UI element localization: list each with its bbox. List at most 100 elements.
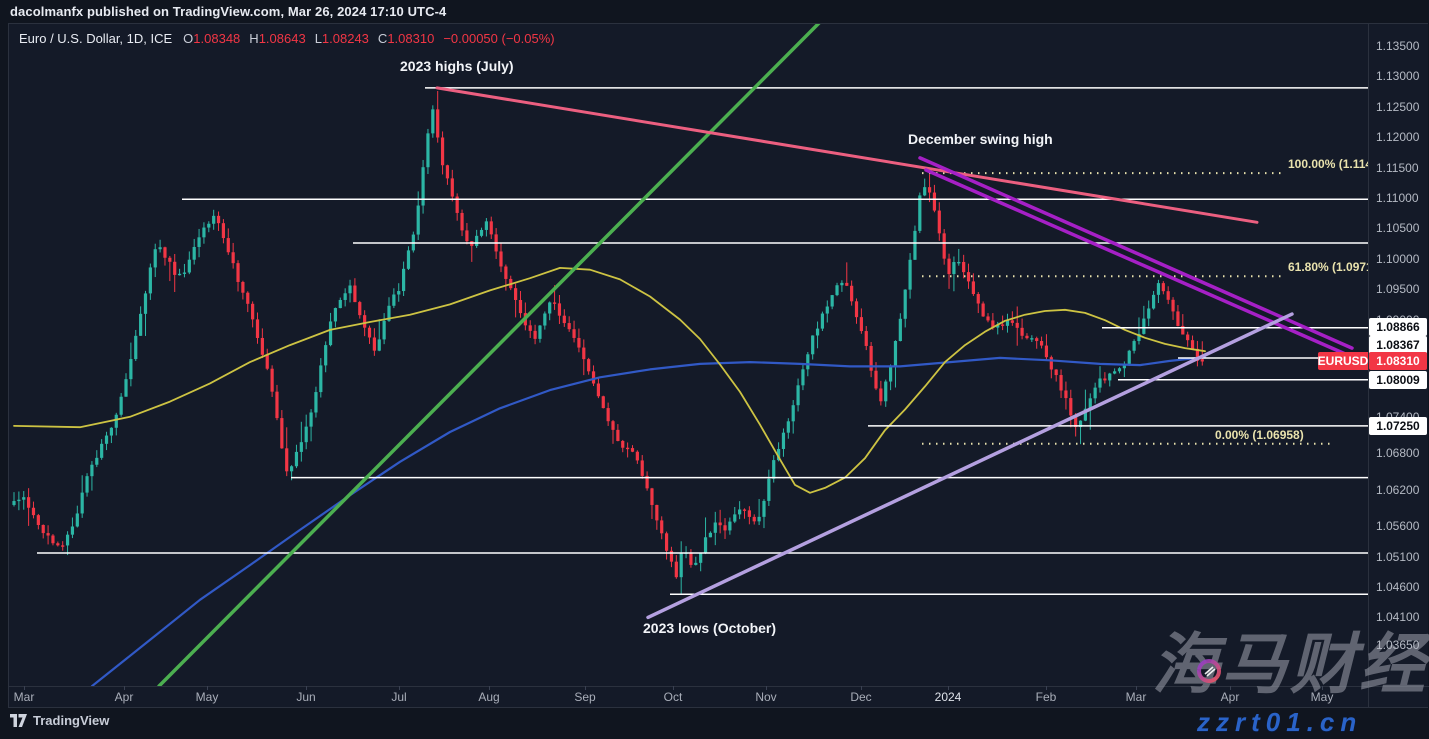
candle-body	[762, 500, 766, 517]
time-axis-tick-mark	[673, 686, 674, 690]
time-axis-tick-mark	[306, 686, 307, 690]
candle-body	[70, 526, 75, 535]
candle-body	[893, 340, 898, 366]
price-axis-tick: 1.13500	[1376, 39, 1420, 53]
candle-body	[61, 545, 65, 547]
candle-body	[879, 388, 883, 402]
candle-body	[942, 233, 946, 259]
candle-body	[392, 294, 396, 306]
candle-body	[479, 229, 484, 236]
candle-body	[153, 249, 157, 268]
time-axis-tick-mark	[1046, 686, 1047, 690]
candle-body	[95, 457, 99, 465]
time-axis-label: Jun	[296, 690, 316, 704]
time-axis-label: Apr	[114, 690, 134, 704]
candle-body	[1117, 368, 1122, 372]
candle-body	[80, 492, 84, 514]
candle-body	[718, 522, 722, 526]
level-price-label: 1.08367	[1369, 336, 1427, 354]
candle-body	[1083, 408, 1087, 421]
candle-body	[324, 345, 328, 366]
candle-body	[1064, 390, 1068, 399]
candle-body	[104, 435, 109, 444]
candle-body	[1088, 398, 1092, 409]
candle-body	[246, 292, 250, 304]
candle-body	[158, 247, 162, 250]
ascending-lavender-trendline[interactable]	[646, 312, 1294, 620]
candle-body	[192, 246, 196, 260]
candle-body	[363, 315, 367, 328]
candle-body	[538, 325, 542, 339]
candle-body	[952, 262, 956, 275]
price-axis-tick: 1.06200	[1376, 482, 1420, 497]
candle-body	[236, 263, 240, 282]
candle-body	[499, 251, 503, 267]
candle-body	[918, 195, 922, 231]
candle-body	[772, 460, 776, 479]
candle-body	[1054, 369, 1058, 376]
candle-body	[713, 522, 717, 533]
candle-body	[1103, 378, 1107, 381]
candle-body	[367, 327, 372, 338]
candle-body	[1069, 398, 1073, 416]
candle-body	[820, 313, 825, 329]
candle-body	[426, 133, 430, 168]
candle-body	[1171, 299, 1175, 312]
candle-body	[416, 205, 420, 235]
purple-channel-lower[interactable]	[924, 168, 1359, 361]
candle-body	[343, 293, 347, 300]
fast-moving-average-line	[13, 266, 1206, 494]
time-axis-label: Mar	[1125, 690, 1147, 704]
candle-body	[124, 379, 128, 397]
candle-body	[1044, 345, 1049, 358]
price-axis-tick: 1.06800	[1376, 446, 1420, 461]
candle-body	[12, 501, 16, 505]
candle-body	[976, 294, 980, 304]
candle-body	[757, 516, 761, 522]
candle-body	[694, 562, 698, 565]
candle-body	[845, 282, 849, 286]
descending-pink-trendline[interactable]	[435, 86, 1259, 224]
candle-body	[187, 259, 191, 273]
candle-body	[937, 210, 941, 234]
candle-body	[1059, 375, 1063, 391]
ascending-green-trendline[interactable]	[157, 12, 830, 686]
candle-body	[56, 543, 60, 546]
candle-body	[1161, 283, 1165, 292]
candle-body	[591, 371, 596, 384]
candle-body	[815, 328, 820, 336]
candle-body	[562, 315, 566, 324]
candle-body	[31, 507, 36, 516]
candle-body	[679, 552, 683, 578]
candle-body	[864, 331, 868, 346]
candle-body	[664, 533, 669, 551]
candle-body	[1015, 322, 1019, 328]
candle-body	[1020, 327, 1024, 336]
candle-body	[75, 513, 79, 527]
candle-body	[251, 303, 255, 320]
tradingview-logo-icon[interactable]	[10, 714, 27, 727]
candle-body	[776, 448, 781, 461]
time-axis-label: 2024	[934, 690, 962, 704]
candle-body	[1156, 283, 1161, 295]
candle-body	[90, 464, 94, 477]
candle-body	[991, 320, 995, 328]
candle-body	[1049, 357, 1053, 370]
candle-body	[431, 109, 435, 134]
price-axis-tick: 1.11000	[1376, 190, 1419, 205]
tradingview-brand-text[interactable]: TradingView	[33, 713, 110, 728]
purple-channel-upper[interactable]	[918, 156, 1354, 350]
candle-body	[825, 306, 829, 314]
candle-body	[221, 223, 226, 239]
candle-body	[46, 533, 50, 536]
candle-body	[280, 418, 284, 449]
candle-body	[806, 354, 810, 370]
candle-body	[382, 320, 386, 340]
candle-body	[1186, 334, 1190, 341]
footer: TradingView	[10, 713, 109, 728]
time-axis-tick-mark	[399, 686, 400, 690]
candle-body	[51, 535, 55, 544]
candle-body	[699, 553, 703, 563]
candle-body	[275, 391, 279, 419]
